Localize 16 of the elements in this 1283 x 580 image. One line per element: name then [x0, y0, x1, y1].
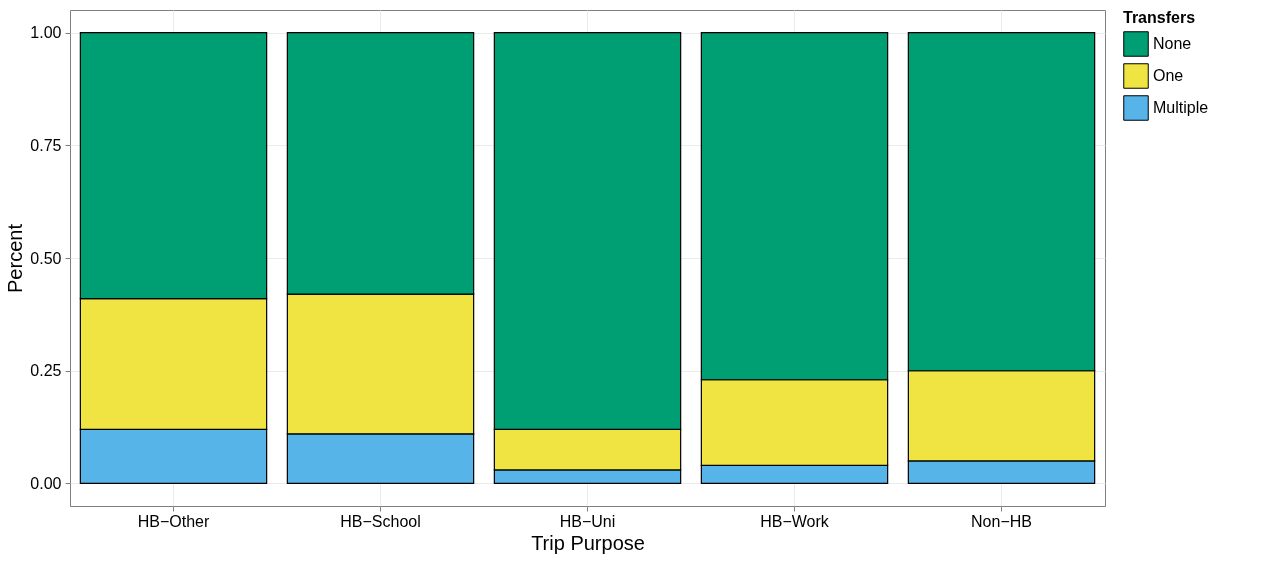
y-axis-title: Percent	[4, 223, 27, 293]
x-axis-title: Trip Purpose	[531, 531, 645, 554]
legend-title: Transfers	[1123, 9, 1196, 26]
y-tick-label: 0.25	[30, 362, 62, 380]
x-tick-label: HB−Work	[760, 512, 830, 530]
legend-label: One	[1153, 67, 1184, 84]
y-tick-label: 0.50	[30, 249, 62, 267]
y-tick-label: 0.75	[30, 136, 62, 154]
x-tick-label: HB−School	[340, 512, 421, 530]
x-tick-label: HB−Uni	[559, 512, 616, 530]
y-tick-label: 0.00	[30, 474, 62, 492]
y-tick-label: 1.00	[30, 24, 62, 42]
x-tick-label: Non−HB	[971, 512, 1032, 530]
legend-label: Multiple	[1153, 99, 1209, 116]
x-tick-label: HB−Other	[137, 512, 210, 530]
legend-label: None	[1153, 35, 1192, 52]
